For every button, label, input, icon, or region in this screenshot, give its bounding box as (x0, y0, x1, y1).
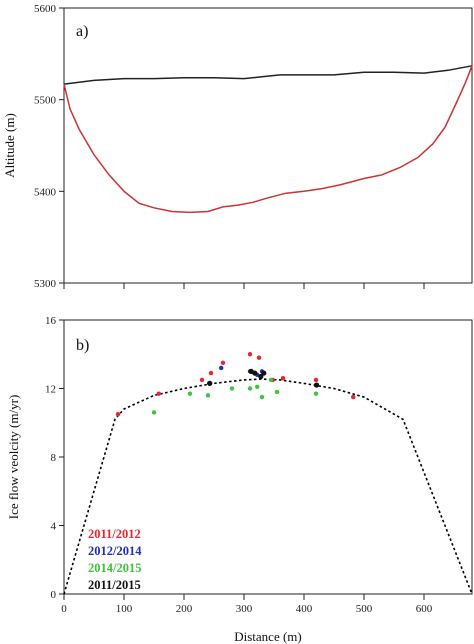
data-point (268, 377, 274, 383)
data-point (205, 393, 211, 398)
x-tick-label: 100 (116, 603, 133, 615)
data-point (219, 365, 224, 371)
y-tick-label: 4 (51, 521, 57, 533)
x-tick-label: 400 (296, 603, 313, 615)
y-tick-label: 5300 (34, 278, 57, 290)
x-tick-label: 0 (61, 603, 67, 615)
legend-entry: 2011/2012 (88, 527, 141, 541)
x-tick-label: 600 (416, 603, 433, 615)
data-point (261, 370, 267, 376)
x-tick-label: 500 (356, 603, 373, 615)
series-line-1 (63, 65, 473, 85)
panel-label: a) (76, 23, 88, 40)
y-axis-title: Altitude (m) (2, 113, 17, 178)
data-point (208, 370, 214, 376)
y-tick-label: 8 (51, 452, 57, 464)
y-tick-label: 12 (45, 384, 56, 396)
data-point (274, 389, 280, 395)
y-tick-label: 0 (51, 589, 57, 601)
series-line-2 (63, 65, 473, 214)
y-axis-title: Ice flow veolcity (m/yr) (6, 395, 21, 520)
data-point (351, 394, 356, 400)
legend-entry: 2014/2015 (88, 561, 141, 575)
data-point (280, 376, 286, 381)
data-point (199, 377, 205, 383)
data-point (313, 377, 319, 383)
data-point (247, 352, 253, 357)
chart-panel-1: 5300 5400 5500 5600 Altitude (m) a) (2, 3, 473, 290)
fit-line (63, 378, 473, 595)
data-point (207, 380, 213, 386)
panel-label: b) (76, 337, 89, 354)
y-tick-label: 5500 (34, 95, 57, 107)
y-tick-label: 5600 (34, 3, 57, 15)
data-point (220, 360, 226, 366)
y-tick-label: 5400 (34, 186, 57, 198)
data-point (259, 394, 265, 400)
data-point (187, 391, 193, 396)
plot-frame (63, 7, 473, 284)
data-point (256, 355, 262, 360)
data-point (156, 391, 161, 396)
data-point (247, 386, 253, 391)
x-tick-label: 200 (176, 603, 193, 615)
chart-panel-2: 0 4 8 12 16 0 100 200 300 400 500 600 Ice flow veolc… (6, 315, 473, 644)
data-point (258, 373, 264, 380)
data-point (151, 410, 157, 415)
legend-entry: 2012/2014 (88, 544, 142, 558)
data-point (314, 382, 320, 388)
x-axis-title: Distance (m) (234, 629, 302, 644)
y-tick-label: 16 (45, 315, 57, 327)
x-tick-label: 300 (236, 603, 253, 615)
legend-entry: 2011/2015 (88, 578, 141, 592)
data-point (252, 370, 258, 376)
data-point (229, 386, 235, 391)
data-point (313, 391, 319, 396)
data-point (115, 411, 121, 417)
data-point (255, 384, 260, 389)
